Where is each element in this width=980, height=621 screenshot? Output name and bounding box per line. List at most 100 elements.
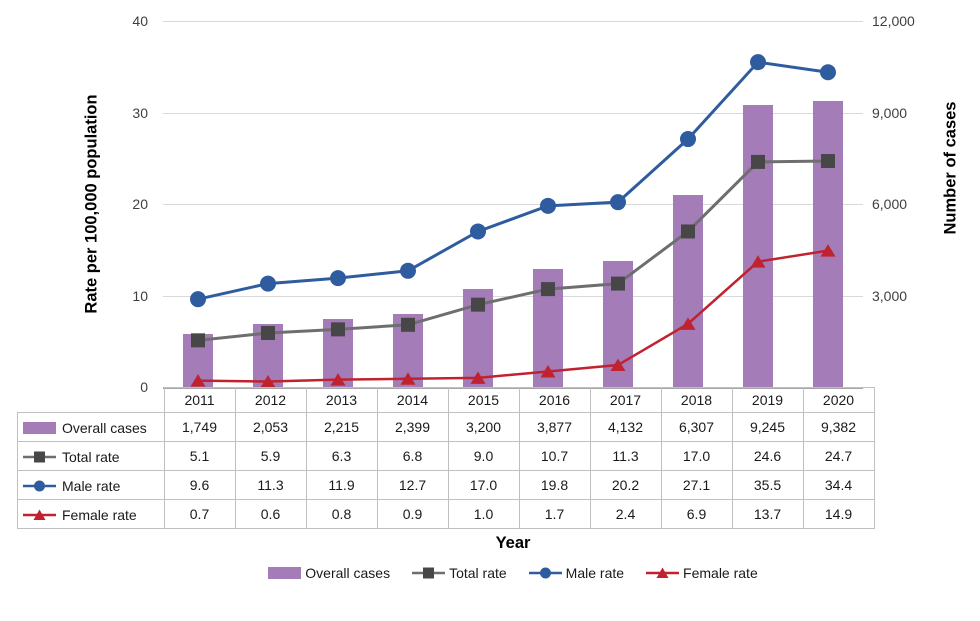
triangle-marker-2013 [330, 373, 346, 386]
value-cell: 19.8 [518, 470, 591, 500]
year-header-cell: 2013 [305, 387, 378, 413]
value-cell: 2.4 [589, 499, 662, 529]
square-marker-2015 [471, 297, 485, 312]
legend-key-overall-cases-icon [268, 567, 302, 579]
left-axis-tick-label: 30 [132, 104, 148, 121]
legend-item-label: Female rate [683, 565, 758, 581]
triangle-marker-2018 [680, 317, 696, 330]
square-marker-2013 [331, 322, 345, 337]
gridline [163, 204, 863, 205]
value-cell: 9.6 [163, 470, 236, 500]
row-label-cell: Total rate [17, 441, 165, 471]
circle-marker-2011 [190, 291, 206, 308]
circle-marker-2014 [400, 262, 416, 279]
legend-item-label: Overall cases [305, 565, 391, 581]
circle-marker-2019 [750, 54, 766, 71]
triangle-marker-2011 [190, 374, 206, 387]
value-cell: 20.2 [589, 470, 662, 500]
value-cell: 11.3 [234, 470, 307, 500]
value-cell: 35.5 [731, 470, 804, 500]
legend-key-female-rate-icon [646, 567, 680, 578]
value-cell: 34.4 [802, 470, 875, 500]
row-label: Male rate [62, 477, 121, 494]
value-cell: 6.8 [376, 441, 449, 471]
x-axis-title: Year [495, 534, 531, 552]
value-cell: 0.6 [234, 499, 307, 529]
legend-item-label: Total rate [449, 565, 507, 581]
legend-key-total-rate-icon [23, 451, 56, 463]
value-cell: 2,215 [305, 412, 378, 442]
line-total-rate [197, 159, 829, 342]
value-cell: 6.3 [305, 441, 378, 471]
value-cell: 24.6 [731, 441, 804, 471]
row-label-cell: Overall cases [17, 412, 165, 442]
left-axis-tick-label: 20 [132, 196, 148, 212]
square-marker-2019 [751, 154, 765, 169]
value-cell: 27.1 [660, 470, 733, 500]
line-female-rate [197, 249, 829, 383]
table-row-overall-cases: Overall cases 1,749 2,053 2,215 2,399 3,200 3,… [17, 412, 875, 442]
value-cell: 3,877 [518, 412, 591, 442]
plot-area [163, 21, 863, 389]
right-axis-tick-label: 12,000 [872, 13, 915, 29]
value-cell: 11.3 [589, 441, 662, 471]
right-axis-tick-label: 3,000 [872, 287, 908, 304]
legend-item-overall-cases: Overall cases [268, 565, 390, 581]
year-header-cell: 2020 [802, 387, 875, 413]
legend-item-female-rate: Female rate [646, 565, 758, 581]
value-cell: 0.7 [163, 499, 236, 529]
value-cell: 9,382 [802, 412, 875, 442]
right-axis-tick-label: 9,000 [872, 104, 908, 121]
value-cell: 1.7 [518, 499, 591, 529]
value-cell: 6.9 [660, 499, 733, 529]
value-cell: 1.0 [447, 499, 520, 529]
legend-key-male-rate-icon [23, 480, 56, 492]
value-cell: 24.7 [802, 441, 875, 471]
left-axis-tick-label: 0 [140, 379, 148, 395]
left-axis-tick-label: 10 [132, 287, 148, 304]
circle-marker-2017 [610, 194, 626, 211]
value-cell: 9.0 [447, 441, 520, 471]
square-marker-2012 [261, 326, 275, 341]
value-cell: 5.1 [163, 441, 236, 471]
gridline [163, 21, 863, 22]
triangle-marker-2016 [540, 364, 556, 378]
legend-key-total-rate-icon [412, 567, 446, 579]
circle-marker-2012 [260, 275, 276, 292]
legend-item-total-rate: Total rate [412, 565, 507, 581]
year-header-cell: 2017 [589, 387, 662, 413]
row-label: Total rate [62, 448, 120, 465]
value-cell: 3,200 [447, 412, 520, 442]
circle-marker-2016 [540, 197, 556, 214]
line-male-rate [197, 60, 829, 301]
gridline [163, 112, 863, 114]
value-cell: 13.7 [731, 499, 804, 529]
row-label-cell: Female rate [17, 499, 165, 529]
row-label: Female rate [62, 506, 137, 523]
triangle-marker-2017 [610, 358, 626, 372]
row-label: Overall cases [62, 419, 147, 436]
right-axis-tick-label: 6,000 [872, 196, 908, 212]
bar-2019 [743, 105, 773, 387]
right-axis-title: Number of cases [941, 101, 960, 235]
year-header-cell: 2015 [447, 387, 520, 413]
square-marker-2016 [541, 282, 555, 297]
triangle-marker-2015 [470, 371, 486, 384]
value-cell: 0.9 [376, 499, 449, 529]
value-cell: 17.0 [660, 441, 733, 471]
value-cell: 17.0 [447, 470, 520, 500]
year-header-cell: 2011 [163, 387, 236, 413]
value-cell: 2,399 [376, 412, 449, 442]
legend-item-male-rate: Male rate [528, 565, 624, 581]
year-header-cell: 2016 [518, 387, 591, 413]
value-cell: 10.7 [518, 441, 591, 471]
value-cell: 0.8 [305, 499, 378, 529]
circle-marker-2013 [330, 270, 346, 287]
square-marker-2014 [401, 317, 415, 332]
value-cell: 5.9 [234, 441, 307, 471]
triangle-marker-2019 [750, 255, 766, 268]
value-cell: 4,132 [589, 412, 662, 442]
year-header-cell: 2014 [376, 387, 449, 413]
year-header-cell: 2018 [660, 387, 733, 413]
